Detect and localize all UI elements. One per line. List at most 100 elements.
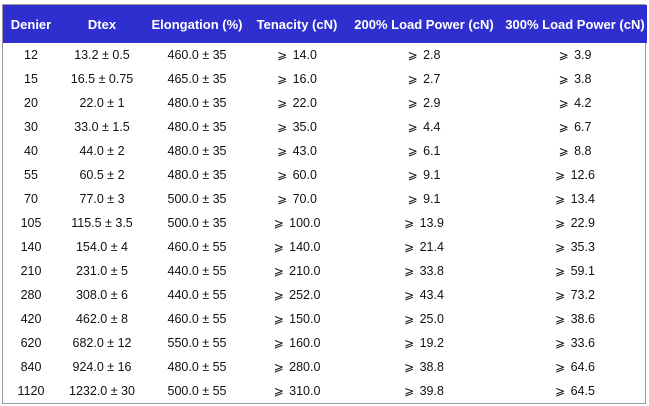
cell-value: 64.5 xyxy=(570,384,595,398)
cell-value: 3.9 xyxy=(574,48,592,62)
denier-cell: 12 xyxy=(24,48,38,62)
greater-equal-symbol: ⩾ xyxy=(273,240,284,254)
greater-equal-symbol: ⩾ xyxy=(407,192,418,206)
greater-equal-symbol: ⩾ xyxy=(555,384,566,398)
table-row: 840 924.0 ± 16 480.0 ± 55 ⩾ 280.0 ⩾ 38.8 ⩾ 64… xyxy=(3,355,647,379)
tenacity-cell: ⩾ 160.0 xyxy=(249,331,345,355)
cell-value: 16.0 xyxy=(292,72,317,86)
elongation-cell: 460.0 ± 55 xyxy=(167,312,227,326)
cell-value: 210.0 xyxy=(289,264,321,278)
greater-equal-symbol: ⩾ xyxy=(404,312,415,326)
greater-equal-symbol: ⩾ xyxy=(407,96,418,110)
greater-equal-symbol: ⩾ xyxy=(558,120,569,134)
table-row: 420 462.0 ± 8 460.0 ± 55 ⩾ 150.0 ⩾ 25.0 ⩾ 38.… xyxy=(3,307,647,331)
load-200-cell: ⩾ 2.7 xyxy=(345,67,503,91)
cell-value: 73.2 xyxy=(570,288,595,302)
load-200-cell: ⩾ 21.4 xyxy=(345,235,503,259)
cell-value: 9.1 xyxy=(423,168,441,182)
greater-equal-symbol: ⩾ xyxy=(273,336,284,350)
cell-value: 35.0 xyxy=(292,120,317,134)
load-300-cell: ⩾ 6.7 xyxy=(503,115,647,139)
cell-value: 33.8 xyxy=(419,264,444,278)
cell-value: 6.1 xyxy=(423,144,441,158)
dtex-cell: 115.5 ± 3.5 xyxy=(71,216,133,230)
header-300-load-power: 300% Load Power (cN) xyxy=(505,16,645,32)
greater-equal-symbol: ⩾ xyxy=(558,72,569,86)
load-200-cell: ⩾ 38.8 xyxy=(345,355,503,379)
dtex-cell: 462.0 ± 8 xyxy=(75,312,129,326)
greater-equal-symbol: ⩾ xyxy=(555,240,566,254)
header-200-load-power: 200% Load Power (cN) xyxy=(354,16,494,32)
greater-equal-symbol: ⩾ xyxy=(277,96,288,110)
cell-value: 140.0 xyxy=(289,240,321,254)
greater-equal-symbol: ⩾ xyxy=(407,72,418,86)
tenacity-cell: ⩾ 43.0 xyxy=(249,139,345,163)
cell-value: 150.0 xyxy=(289,312,321,326)
greater-equal-symbol: ⩾ xyxy=(555,336,566,350)
load-300-cell: ⩾ 38.6 xyxy=(503,307,647,331)
cell-value: 38.6 xyxy=(570,312,595,326)
greater-equal-symbol: ⩾ xyxy=(555,360,566,374)
greater-equal-symbol: ⩾ xyxy=(404,288,415,302)
cell-value: 8.8 xyxy=(574,144,592,158)
tenacity-cell: ⩾ 150.0 xyxy=(249,307,345,331)
load-300-cell: ⩾ 12.6 xyxy=(503,163,647,187)
elongation-cell: 480.0 ± 35 xyxy=(167,168,227,182)
cell-value: 14.0 xyxy=(292,48,317,62)
load-300-cell: ⩾ 8.8 xyxy=(503,139,647,163)
cell-value: 35.3 xyxy=(570,240,595,254)
denier-cell: 55 xyxy=(24,168,38,182)
cell-value: 310.0 xyxy=(289,384,321,398)
cell-value: 13.4 xyxy=(570,192,595,206)
denier-cell: 30 xyxy=(24,120,38,134)
tenacity-cell: ⩾ 280.0 xyxy=(249,355,345,379)
greater-equal-symbol: ⩾ xyxy=(558,48,569,62)
elongation-cell: 440.0 ± 55 xyxy=(167,264,227,278)
greater-equal-symbol: ⩾ xyxy=(404,336,415,350)
denier-cell: 420 xyxy=(20,312,42,326)
cell-value: 252.0 xyxy=(289,288,321,302)
cell-value: 25.0 xyxy=(419,312,444,326)
greater-equal-symbol: ⩾ xyxy=(277,144,288,158)
load-300-cell: ⩾ 3.8 xyxy=(503,67,647,91)
greater-equal-symbol: ⩾ xyxy=(555,192,566,206)
dtex-cell: 924.0 ± 16 xyxy=(72,360,132,374)
cell-value: 19.2 xyxy=(419,336,444,350)
tenacity-cell: ⩾ 210.0 xyxy=(249,259,345,283)
table-row: 140 154.0 ± 4 460.0 ± 55 ⩾ 140.0 ⩾ 21.4 ⩾ 35.… xyxy=(3,235,647,259)
denier-cell: 620 xyxy=(20,336,42,350)
cell-value: 280.0 xyxy=(289,360,321,374)
elongation-cell: 460.0 ± 35 xyxy=(167,48,227,62)
dtex-cell: 1232.0 ± 30 xyxy=(69,384,135,398)
greater-equal-symbol: ⩾ xyxy=(277,72,288,86)
load-200-cell: ⩾ 9.1 xyxy=(345,187,503,211)
denier-cell: 1120 xyxy=(17,384,45,398)
table-row: 55 60.5 ± 2 480.0 ± 35 ⩾ 60.0 ⩾ 9.1 ⩾ 12.6 xyxy=(3,163,647,187)
header-dtex: Dtex xyxy=(87,16,117,32)
tenacity-cell: ⩾ 100.0 xyxy=(249,211,345,235)
cell-value: 6.7 xyxy=(574,120,592,134)
load-300-cell: ⩾ 13.4 xyxy=(503,187,647,211)
table-row: 280 308.0 ± 6 440.0 ± 55 ⩾ 252.0 ⩾ 43.4 ⩾ 73.… xyxy=(3,283,647,307)
greater-equal-symbol: ⩾ xyxy=(555,216,566,230)
header-row: Denier Dtex Elongation (%) Tenacity (cN)… xyxy=(3,5,647,43)
cell-value: 21.4 xyxy=(419,240,444,254)
dtex-cell: 33.0 ± 1.5 xyxy=(74,120,130,134)
denier-cell: 140 xyxy=(20,240,42,254)
dtex-cell: 16.5 ± 0.75 xyxy=(70,72,134,86)
cell-value: 2.9 xyxy=(423,96,441,110)
greater-equal-symbol: ⩾ xyxy=(404,216,415,230)
elongation-cell: 480.0 ± 35 xyxy=(167,120,227,134)
greater-equal-symbol: ⩾ xyxy=(555,264,566,278)
elongation-cell: 440.0 ± 55 xyxy=(167,288,227,302)
greater-equal-symbol: ⩾ xyxy=(555,288,566,302)
cell-value: 38.8 xyxy=(419,360,444,374)
tenacity-cell: ⩾ 14.0 xyxy=(249,43,345,67)
greater-equal-symbol: ⩾ xyxy=(558,144,569,158)
greater-equal-symbol: ⩾ xyxy=(277,48,288,62)
cell-value: 4.4 xyxy=(423,120,441,134)
elongation-cell: 465.0 ± 35 xyxy=(167,72,227,86)
cell-value: 100.0 xyxy=(289,216,321,230)
tenacity-cell: ⩾ 140.0 xyxy=(249,235,345,259)
cell-value: 33.6 xyxy=(570,336,595,350)
